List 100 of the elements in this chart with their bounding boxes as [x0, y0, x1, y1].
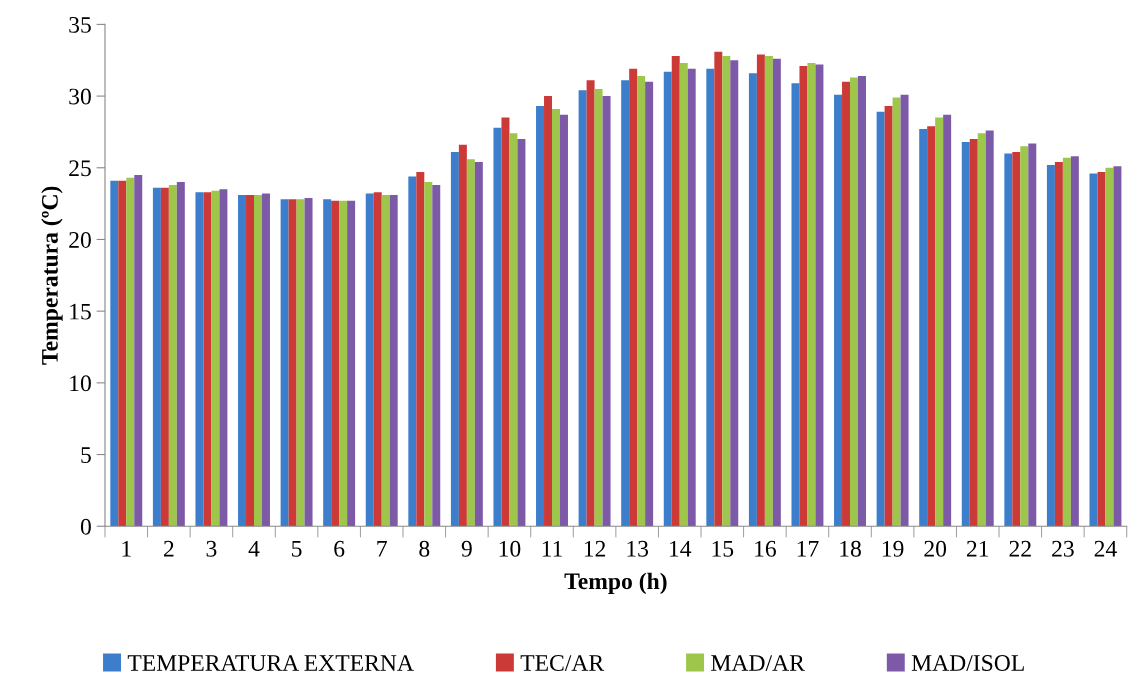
bar	[706, 68, 715, 527]
y-tick-label: 30	[69, 88, 91, 105]
bar	[671, 55, 680, 527]
bar	[424, 182, 433, 527]
bar	[594, 88, 603, 527]
bar	[985, 130, 994, 527]
bar	[168, 184, 177, 527]
bar	[450, 152, 459, 527]
bar	[858, 76, 866, 527]
x-tick-label: 19	[882, 540, 904, 557]
bar	[288, 199, 297, 527]
bar	[552, 108, 560, 527]
bar	[722, 55, 731, 527]
bar	[977, 133, 986, 527]
x-tick-label: 12	[584, 540, 606, 557]
bar	[1070, 156, 1079, 527]
bar	[586, 80, 595, 527]
bar	[466, 159, 475, 527]
bar	[280, 199, 289, 527]
bar	[219, 189, 228, 527]
bar	[432, 184, 441, 527]
x-tick-label: 10	[499, 540, 521, 557]
bar	[807, 63, 816, 527]
bar	[304, 197, 313, 527]
bar	[748, 73, 757, 527]
bar	[663, 71, 672, 527]
bar	[637, 76, 646, 527]
bar	[134, 174, 143, 527]
bar	[1062, 157, 1071, 527]
x-tick-label: 13	[627, 540, 649, 557]
x-tick-label: 21	[966, 540, 989, 557]
bar	[919, 129, 928, 527]
bar	[900, 94, 909, 527]
bar	[1046, 164, 1055, 527]
x-tick-label: 3	[206, 540, 217, 557]
bar	[118, 180, 127, 527]
x-tick-label: 15	[712, 540, 734, 557]
x-axis-title: Tempo (h)	[564, 572, 667, 595]
bar	[799, 65, 808, 527]
bar	[1004, 153, 1013, 527]
bar	[517, 139, 526, 527]
bar	[126, 177, 135, 527]
bar	[645, 81, 654, 527]
y-axis-title: Temperatura (ºC)	[41, 186, 63, 365]
bar	[536, 106, 545, 527]
bar	[389, 195, 398, 527]
y-tick-label: 20	[69, 231, 91, 248]
x-tick-label: 9	[461, 540, 472, 557]
bar	[160, 187, 169, 527]
x-tick-label: 6	[334, 540, 345, 557]
bar	[935, 117, 944, 527]
bar	[791, 83, 800, 527]
bar	[969, 139, 978, 527]
bar	[176, 182, 185, 527]
bar	[687, 68, 696, 527]
x-tick-label: 17	[797, 540, 819, 557]
bar	[961, 141, 970, 527]
bar	[850, 77, 858, 527]
bar	[714, 51, 723, 527]
bar	[1028, 143, 1037, 527]
bar	[772, 58, 781, 527]
legend-label: TEC/AR	[520, 655, 605, 671]
bar	[408, 176, 417, 527]
bar	[815, 64, 824, 527]
x-tick-label: 5	[292, 541, 302, 557]
x-tick-label: 16	[755, 540, 776, 557]
x-tick-label: 1	[122, 540, 131, 557]
bar	[339, 200, 348, 527]
x-tick-label: 7	[377, 541, 387, 557]
bar	[493, 127, 502, 527]
bar	[629, 68, 638, 527]
legend-label: MAD/ISOL	[911, 655, 1024, 671]
bar	[1020, 146, 1029, 527]
y-tick-label: 10	[70, 375, 91, 392]
bar	[509, 133, 518, 527]
bar	[1113, 166, 1122, 527]
x-tick-label: 4	[248, 540, 260, 557]
bar	[764, 55, 773, 527]
bar	[203, 192, 212, 527]
bar	[323, 199, 332, 527]
bar	[834, 94, 843, 527]
x-tick-label: 24	[1094, 540, 1117, 557]
y-tick-label: 5	[81, 447, 91, 463]
bar	[296, 199, 305, 527]
y-tick-label: 35	[69, 16, 91, 33]
bar	[501, 117, 510, 527]
bar	[238, 195, 247, 527]
x-tick-label: 14	[670, 540, 692, 557]
bar	[416, 172, 425, 527]
bar	[331, 200, 340, 527]
x-tick-label: 8	[419, 540, 430, 557]
bar	[679, 63, 688, 527]
bar	[578, 90, 587, 527]
bar	[876, 111, 885, 527]
bar	[474, 162, 483, 527]
bar	[381, 195, 390, 527]
x-tick-label: 23	[1052, 540, 1074, 557]
bar	[927, 126, 936, 527]
bar	[602, 96, 611, 527]
bar	[261, 193, 270, 527]
